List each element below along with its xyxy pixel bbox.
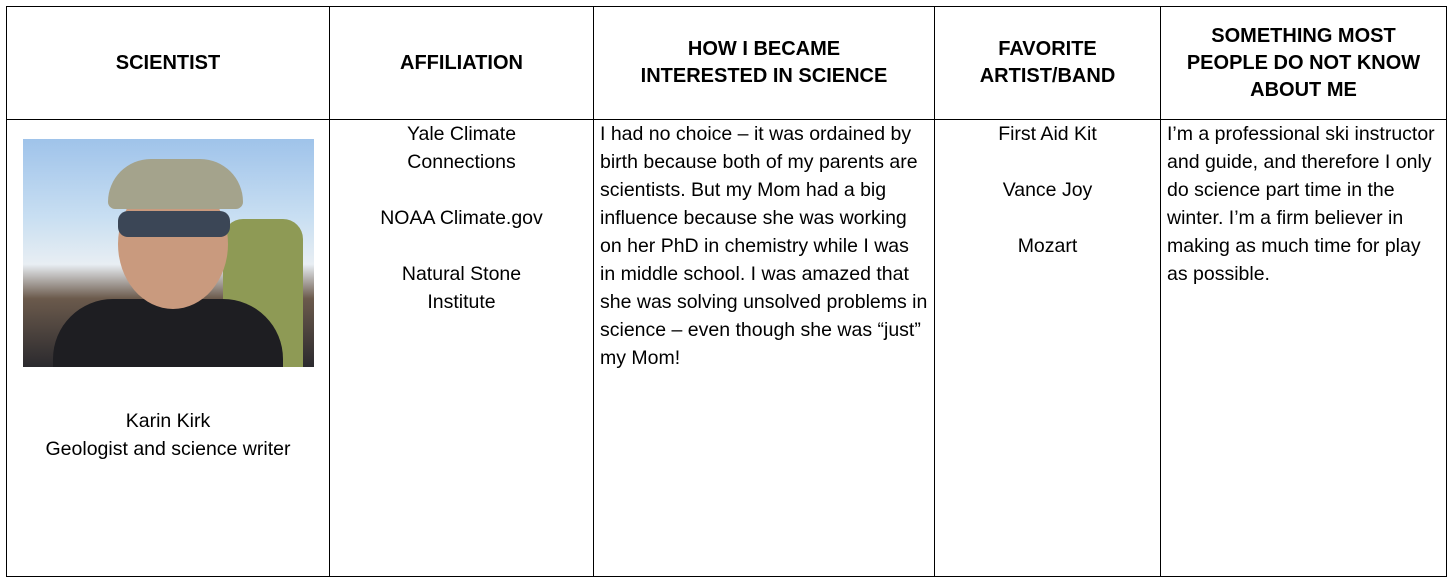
header-cell: SOMETHING MOST PEOPLE DO NOT KNOW ABOUT … xyxy=(1161,7,1447,120)
scientist-cell: Karin Kirk Geologist and science writer xyxy=(7,120,330,577)
scientist-name: Karin Kirk xyxy=(13,407,323,435)
header-cell: HOW I BECAME INTERESTED IN SCIENCE xyxy=(594,7,935,120)
affiliation-cell: Yale Climate Connections NOAA Climate.go… xyxy=(330,120,594,577)
header-row: SCIENTIST AFFILIATION HOW I BECAME INTER… xyxy=(7,7,1447,120)
artist: Mozart xyxy=(941,232,1154,260)
scientist-photo xyxy=(23,139,314,367)
fact-cell: I’m a professional ski instructor and gu… xyxy=(1161,120,1447,577)
data-row: Karin Kirk Geologist and science writer … xyxy=(7,120,1447,577)
scientist-role: Geologist and science writer xyxy=(13,435,323,463)
header-cell: FAVORITE ARTIST/BAND xyxy=(935,7,1161,120)
interest-cell: I had no choice – it was ordained by bir… xyxy=(594,120,935,577)
affiliation: Yale Climate Connections xyxy=(336,120,587,176)
page: {"table": { "header": ["SCIENTIST", "AFF… xyxy=(0,0,1452,584)
artist-cell: First Aid Kit Vance Joy Mozart xyxy=(935,120,1161,577)
affiliation: NOAA Climate.gov xyxy=(336,204,587,232)
affiliation: Natural Stone Institute xyxy=(336,260,587,316)
header-cell: AFFILIATION xyxy=(330,7,594,120)
header-cell: SCIENTIST xyxy=(7,7,330,120)
fact-text: I’m a professional ski instructor and gu… xyxy=(1167,120,1440,288)
artist: First Aid Kit xyxy=(941,120,1154,148)
scientist-table: SCIENTIST AFFILIATION HOW I BECAME INTER… xyxy=(6,6,1447,577)
interest-text: I had no choice – it was ordained by bir… xyxy=(600,120,928,372)
artist: Vance Joy xyxy=(941,176,1154,204)
